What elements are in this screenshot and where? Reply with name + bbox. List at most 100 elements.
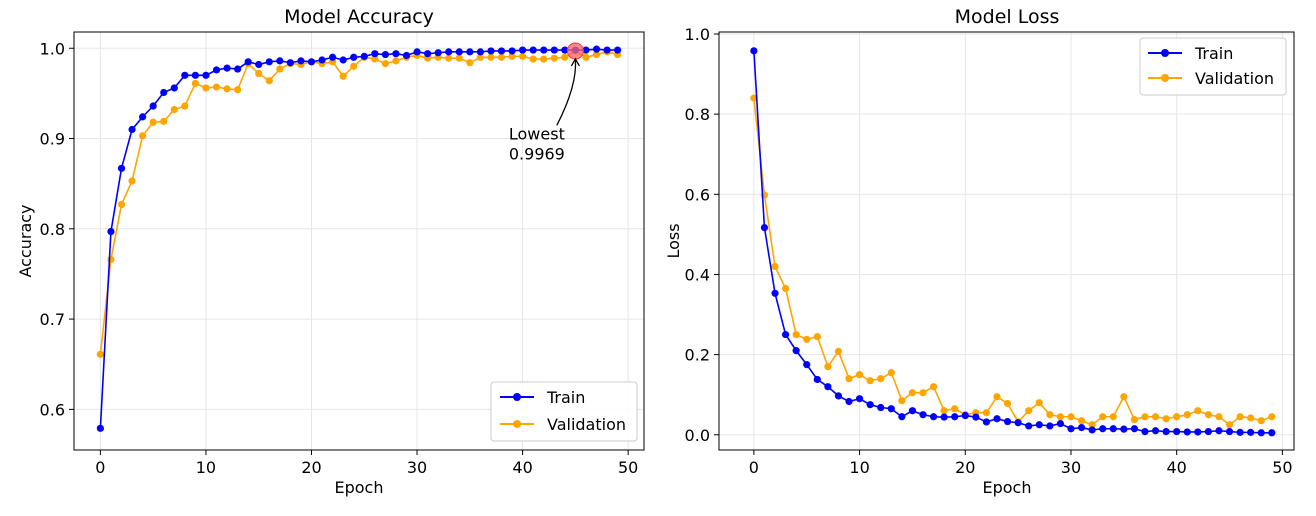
accuracy-validation-point [128, 177, 136, 185]
loss-validation-point [1247, 414, 1255, 422]
accuracy-xtick-label: 0 [95, 458, 105, 477]
accuracy-validation-point [540, 55, 548, 63]
loss-series-group [750, 47, 1276, 437]
accuracy-train-point [181, 71, 189, 79]
loss-validation-point [824, 363, 832, 371]
accuracy-xtick-label: 30 [407, 458, 427, 477]
loss-train-point [1077, 423, 1086, 432]
loss-validation-point [1046, 411, 1054, 419]
loss-validation-point [1035, 399, 1043, 407]
loss-validation-point [1204, 411, 1212, 419]
accuracy-train-point [508, 47, 516, 55]
accuracy-validation-point [212, 83, 221, 91]
accuracy-train-point [329, 53, 337, 61]
accuracy-validation-point [497, 53, 506, 61]
accuracy-validation-point [445, 54, 453, 62]
accuracy-annotation-arrowhead [570, 57, 580, 67]
loss-train-point [898, 413, 906, 421]
loss-train-point [919, 411, 927, 419]
loss-train-point [1151, 427, 1160, 435]
accuracy-validation-point [476, 53, 484, 61]
loss-train-point [1173, 427, 1181, 436]
loss-train-point [1003, 417, 1012, 426]
loss-validation-point [1099, 413, 1107, 421]
loss-validation-point [781, 284, 790, 293]
loss-train-point [1141, 427, 1149, 436]
loss-validation-point [982, 409, 991, 417]
loss-legend-train-marker [1161, 49, 1169, 57]
loss-validation-point [1183, 411, 1191, 419]
accuracy-series-group [96, 45, 622, 432]
accuracy-train-point [170, 84, 178, 92]
accuracy-train-point [160, 88, 168, 97]
loss-train-point [908, 407, 917, 415]
loss-train-point [1257, 429, 1265, 437]
loss-validation-point [834, 347, 843, 356]
loss-validation-point [1120, 393, 1128, 401]
loss-train-point [750, 47, 758, 55]
accuracy-train-point [445, 48, 453, 56]
loss-ytick-label: 0.6 [685, 185, 710, 204]
loss-train-point [1056, 419, 1065, 428]
accuracy-highlight-group [566, 42, 584, 60]
accuracy-validation-point [191, 79, 199, 88]
loss-train-point [771, 289, 779, 297]
accuracy-train-point [276, 57, 284, 65]
accuracy-train-point [223, 64, 231, 72]
accuracy-train-point [561, 46, 569, 54]
accuracy-validation-point [561, 53, 569, 61]
loss-validation-point [919, 389, 927, 397]
accuracy-validation-point [117, 200, 126, 209]
accuracy-train-point [413, 48, 421, 56]
loss-chart: 0 10 20 30 40 50 0.0 0.2 0.4 0.6 0.8 1.0 Model Loss… [664, 6, 1295, 497]
loss-validation-point [1130, 415, 1138, 424]
accuracy-legend-validation-marker [513, 420, 521, 428]
accuracy-train-point [202, 71, 210, 79]
accuracy-validation-point [550, 54, 558, 62]
accuracy-train-point [265, 58, 273, 66]
loss-train-point [1099, 425, 1107, 433]
accuracy-validation-point [350, 62, 358, 70]
accuracy-validation-line [99, 50, 618, 355]
loss-train-point [1215, 427, 1223, 435]
accuracy-train-point [107, 227, 115, 236]
loss-train-point [993, 415, 1001, 423]
accuracy-train-point [476, 48, 484, 56]
accuracy-train-point [466, 48, 474, 56]
loss-validation-point [1268, 413, 1276, 421]
loss-xtick-label: 50 [1272, 458, 1292, 477]
accuracy-legend-train-marker [513, 393, 521, 401]
accuracy-train-point [139, 113, 147, 121]
loss-train-point [1014, 419, 1022, 427]
accuracy-train-point [212, 66, 221, 74]
loss-train-point [866, 401, 874, 409]
loss-validation-point [993, 393, 1001, 401]
accuracy-ytick-label: 0.6 [40, 400, 65, 419]
accuracy-validation-point [276, 65, 284, 73]
loss-validation-line [753, 98, 1273, 426]
accuracy-annotation-line1: Lowest [509, 124, 565, 143]
loss-ytick-label: 0.0 [685, 426, 710, 445]
loss-train-point [982, 418, 991, 426]
accuracy-train-point [244, 58, 252, 66]
loss-train-point [1183, 428, 1191, 436]
accuracy-train-point [540, 46, 548, 54]
accuracy-validation-point [381, 60, 389, 68]
loss-validation-point [887, 369, 895, 377]
accuracy-train-point [381, 50, 389, 59]
accuracy-train-point [297, 57, 305, 65]
accuracy-train-point [497, 47, 506, 55]
accuracy-train-point [529, 46, 537, 54]
accuracy-validation-point [339, 72, 347, 80]
accuracy-train-point [371, 50, 379, 58]
accuracy-train-point [117, 164, 126, 172]
accuracy-train-point [582, 46, 590, 54]
loss-train-point [877, 403, 885, 412]
loss-train-point [1236, 428, 1244, 436]
accuracy-xtick-label: 10 [196, 458, 216, 477]
accuracy-train-point [424, 50, 432, 58]
accuracy-train-point [360, 52, 368, 60]
accuracy-validation-point [160, 117, 168, 125]
loss-train-point [824, 383, 832, 391]
loss-validation-point [1003, 399, 1012, 408]
